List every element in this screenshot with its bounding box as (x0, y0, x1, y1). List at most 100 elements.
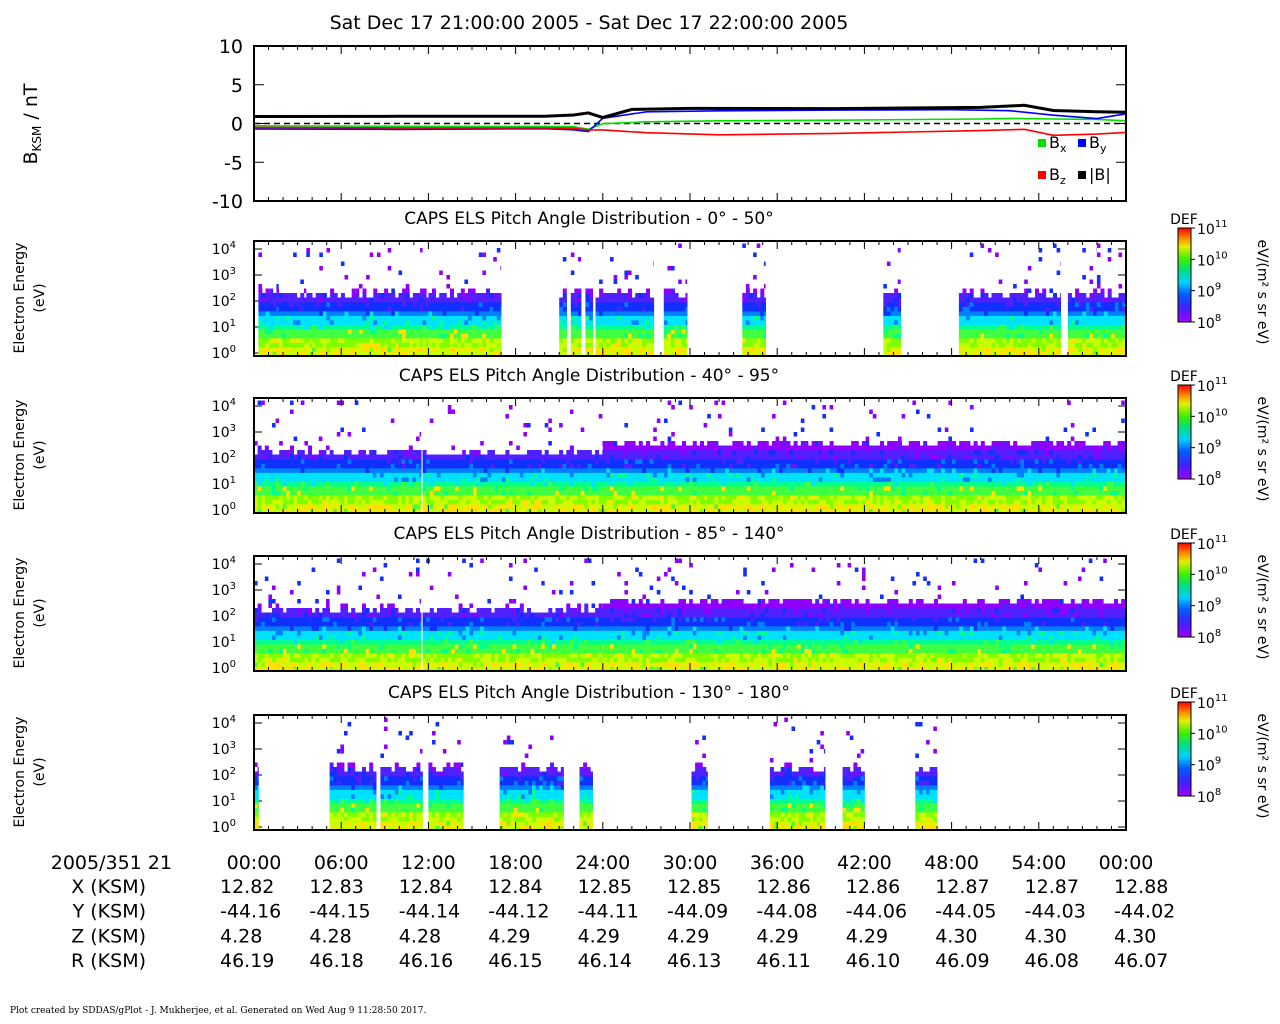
spectrogram-cell (1060, 293, 1061, 298)
spectrogram-cell (653, 468, 658, 473)
spectrogram-cell (779, 490, 784, 496)
spectrogram-cell (674, 463, 679, 469)
spectrogram-cell (569, 486, 574, 491)
spectrogram-cell (351, 342, 356, 348)
spectrogram-cell (973, 306, 978, 312)
spectrogram-cell (373, 338, 378, 343)
spectrogram-cell (426, 486, 431, 491)
spectrogram-cell (297, 481, 302, 487)
spectrogram-cell (426, 463, 431, 469)
spectrogram-cell (674, 324, 679, 330)
spectrogram-cell (486, 315, 490, 321)
spectrogram-cell (293, 324, 298, 330)
spectrogram-cell (450, 293, 454, 298)
spectrogram-cell (570, 333, 575, 339)
spectrogram-cell (394, 490, 399, 496)
spectrogram-cell (1089, 297, 1094, 303)
spectrogram-cell (559, 324, 564, 330)
spectrogram-cell (478, 320, 483, 325)
spectrogram-cell (548, 454, 553, 460)
spectrogram-cell (897, 333, 902, 339)
spectrogram-cell (439, 315, 444, 321)
spectrogram-cell (268, 468, 273, 473)
spectrogram-cell (362, 477, 366, 482)
spectrogram-cell (512, 499, 517, 505)
spectrogram-cell (330, 324, 335, 330)
spectrogram-cell (573, 499, 578, 505)
spectrogram-cell (710, 454, 715, 460)
spectrogram-cell (587, 490, 592, 496)
spectrogram-cell (469, 472, 474, 478)
spectrogram-cell (743, 495, 748, 500)
spectrogram-cell (450, 315, 454, 321)
spectrogram-cell (707, 508, 712, 514)
spectrogram-cell (1096, 302, 1101, 307)
spectrogram-cell (1056, 338, 1061, 343)
spectrogram-cell (268, 495, 273, 500)
spectrogram-cell (537, 459, 542, 464)
spectrogram-cell (1107, 311, 1112, 316)
spectrogram-cell (444, 486, 449, 491)
spectrogram-cell (383, 454, 388, 460)
spectrogram-cell (458, 499, 463, 505)
spectrogram-cell (745, 342, 750, 348)
spectrogram-cell (312, 302, 317, 307)
spectrogram-cell (628, 315, 632, 321)
spectrogram-cell (1013, 302, 1018, 307)
spectrogram-cell (487, 504, 492, 509)
spectrogram-cell (602, 481, 604, 487)
spectrogram-cell (613, 279, 618, 284)
spectrogram-cell (562, 463, 567, 469)
spectrogram-cell (437, 454, 441, 460)
spectrogram-cell (512, 508, 517, 514)
spectrogram-cell (471, 347, 476, 352)
spectrogram-cell (667, 486, 672, 491)
spectrogram-cell (894, 288, 899, 294)
spectrogram-cell (482, 324, 487, 330)
spectrogram-cell (416, 320, 421, 325)
spectrogram-cell (1009, 338, 1014, 343)
spectrogram-cell (620, 306, 625, 312)
spectrogram-cell (308, 463, 312, 469)
spectrogram-cell (457, 333, 462, 339)
spectrogram-cell (278, 347, 283, 352)
spectrogram-cell (451, 486, 456, 491)
spectrogram-cell (739, 477, 744, 482)
spectrogram-cell (653, 481, 658, 487)
spectrogram-cell (483, 495, 488, 500)
spectrogram-cell (476, 472, 481, 478)
spectrogram-cell (635, 508, 640, 514)
spectrogram-cell (1024, 311, 1029, 316)
spectrogram-cell (380, 329, 385, 334)
spectrogram-cell (330, 288, 335, 294)
spectrogram-cell (714, 454, 719, 460)
spectrogram-cell (391, 302, 396, 307)
spectrogram-cell (700, 486, 704, 491)
spectrogram-cell (433, 486, 438, 491)
spectrogram-cell (768, 495, 773, 500)
spectrogram-cell (790, 495, 794, 500)
spectrogram-cell (790, 463, 794, 469)
spectrogram-cell (501, 454, 506, 460)
spectrogram-cell (739, 472, 744, 478)
spectrogram-cell (376, 302, 381, 307)
spectrogram-cell (577, 468, 582, 473)
spectrogram-cell (580, 495, 585, 500)
spectrogram-cell (562, 459, 567, 464)
spectrogram-cell (589, 320, 593, 325)
spectrogram-cell (739, 499, 744, 505)
spectrogram-cell (455, 490, 459, 496)
spectrogram-cell (653, 427, 657, 432)
spectrogram-cell (516, 472, 521, 478)
spectrogram-cell (764, 504, 769, 509)
spectrogram-cell (419, 463, 422, 469)
spectrogram-cell (1096, 243, 1101, 248)
spectrogram-cell (358, 306, 363, 312)
spectrogram-cell (606, 338, 611, 343)
spectrogram-cell (444, 472, 449, 478)
spectrogram-cell (732, 445, 737, 451)
spectrogram-cell (682, 495, 686, 500)
spectrogram-cell (428, 329, 433, 334)
spectrogram-cell (354, 508, 359, 514)
spectrogram-cell (333, 306, 338, 312)
